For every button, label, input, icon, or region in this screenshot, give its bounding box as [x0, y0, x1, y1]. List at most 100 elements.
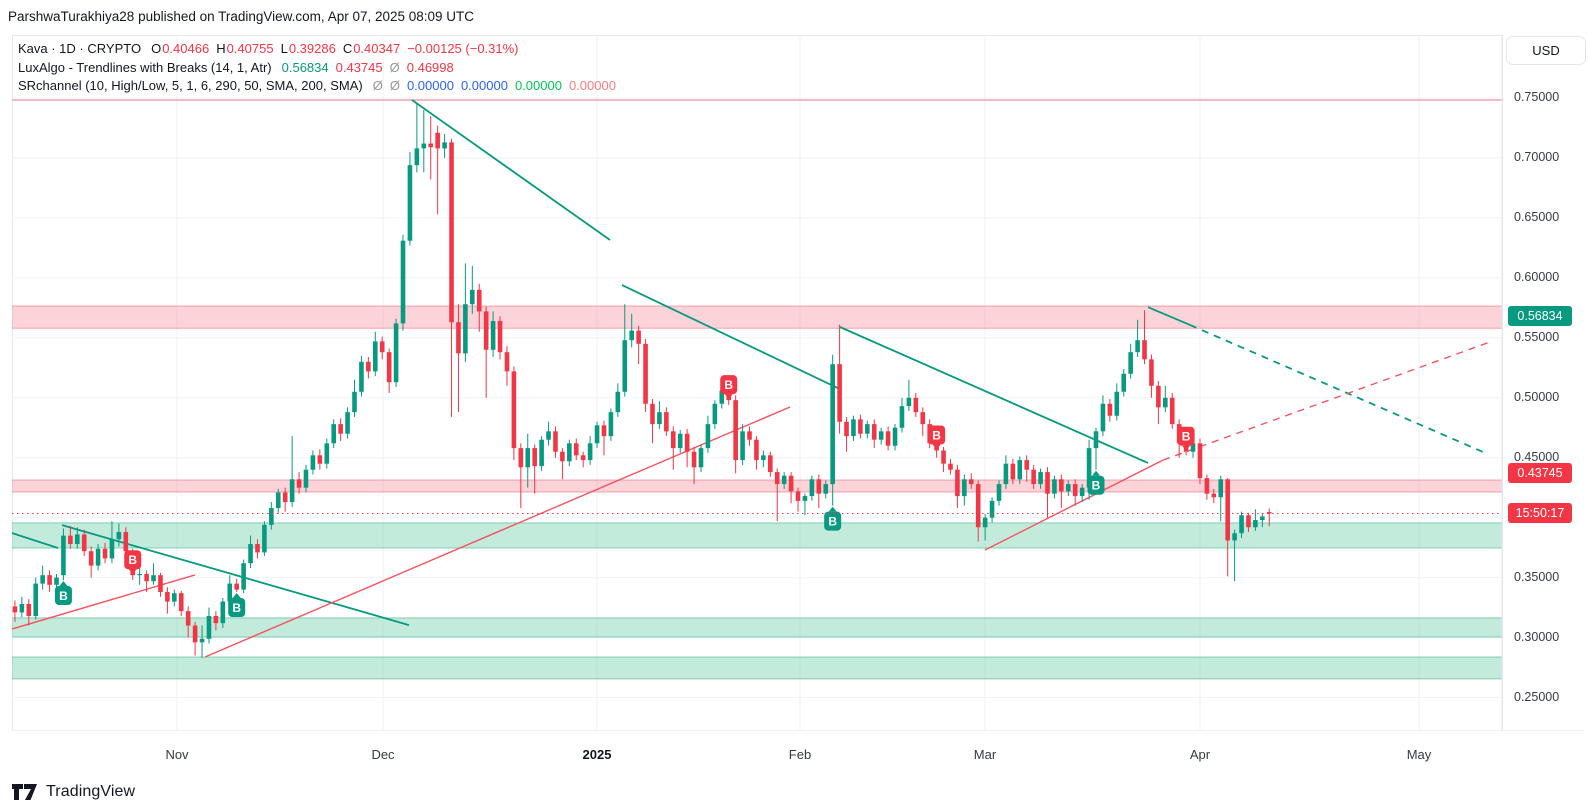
time-axis-label: Mar — [973, 747, 997, 762]
ohlc-letter: C — [342, 41, 353, 56]
candle-body — [747, 431, 752, 440]
candle-body — [310, 455, 316, 470]
candle-body — [213, 615, 219, 624]
sr-zone-support — [12, 522, 1502, 548]
candle-body — [539, 439, 544, 467]
indicator-title: SRchannel (10, High/Low, 5, 1, 6, 290, 5… — [18, 78, 363, 93]
candle-body — [81, 534, 87, 552]
candle-body — [844, 421, 849, 437]
candle-body — [580, 455, 586, 461]
candle-body — [144, 574, 149, 582]
candle-body — [768, 455, 773, 473]
break-badge-pointer — [932, 444, 941, 450]
ohlc-value: 0.39286 — [288, 41, 336, 56]
ohlc-letter: H — [216, 41, 226, 56]
candle-body — [636, 330, 641, 344]
candle-body — [1246, 515, 1251, 528]
legend-indicator-luxalgo[interactable]: LuxAlgo - Trendlines with Breaks (14, 1,… — [18, 59, 623, 78]
trendline-teal — [411, 99, 611, 241]
candle-body — [719, 390, 725, 404]
candle-body — [1197, 443, 1203, 479]
publish-info-text: ParshwaTurakhiya28 published on TradingV… — [8, 9, 475, 24]
candle-body — [871, 424, 877, 440]
price-tick-label: 0.55000 — [1514, 329, 1560, 344]
candle-body — [137, 574, 142, 576]
candle-body — [47, 575, 52, 585]
candle-body — [75, 534, 80, 545]
break-badge-letter: B — [128, 553, 137, 567]
candle-body — [823, 484, 829, 494]
candle-body — [955, 469, 960, 497]
candle-body — [892, 427, 898, 446]
chart-canvas[interactable]: B B B B B B B B — [12, 35, 1585, 771]
candle-body — [386, 352, 392, 383]
candle-body — [594, 425, 600, 444]
trendline-teal-dashed — [1189, 324, 1484, 453]
candle-body — [428, 143, 434, 148]
sr-zone-support — [12, 617, 1502, 637]
time-axis-label: Feb — [788, 747, 812, 762]
break-badge-pointer — [1092, 470, 1101, 476]
candle-body — [788, 475, 794, 492]
currency-toggle-button[interactable]: USD — [1506, 36, 1586, 65]
candle-body — [338, 424, 343, 434]
trendline-red — [984, 459, 1164, 551]
candle-body — [643, 343, 648, 404]
break-badge-letter: B — [59, 589, 68, 603]
candle-body — [220, 601, 226, 624]
candle-body — [1190, 443, 1196, 452]
legend-symbol-row[interactable]: Kava · 1D · CRYPTO O0.40466 H0.40755 L0.392… — [18, 40, 623, 59]
break-badge-letter: B — [932, 429, 941, 443]
candle-body — [525, 448, 531, 468]
price-tick-label: 0.75000 — [1514, 90, 1560, 104]
candle-body — [1232, 533, 1237, 541]
candle-body — [116, 532, 122, 540]
tradingview-branding[interactable]: TradingView — [12, 777, 135, 807]
candle-body — [192, 625, 198, 643]
price-axis[interactable]: 0.75000 0.70000 0.65000 0.60000 0.55000 0.500… — [1502, 35, 1585, 771]
time-axis-label: Nov — [165, 747, 189, 762]
candle-body — [1045, 472, 1050, 494]
candle-body — [1149, 359, 1154, 386]
candle-body — [95, 548, 101, 566]
candle-body — [968, 479, 974, 485]
time-axis-label: 2025 — [582, 747, 612, 762]
candle-body — [1100, 403, 1106, 432]
candle-body — [463, 304, 468, 354]
tradingview-logo-text: TradingView — [46, 783, 136, 800]
time-axis[interactable]: Nov Dec 2025 Feb Mar Apr May — [12, 730, 1584, 772]
candle-body — [657, 412, 662, 425]
legend-indicator-srchannel[interactable]: SRchannel (10, High/Low, 5, 1, 6, 290, 5… — [18, 77, 623, 96]
candle-body — [12, 606, 18, 613]
candle-body — [1065, 484, 1071, 492]
candle-body — [1114, 391, 1120, 416]
time-axis-label: Apr — [1189, 747, 1211, 762]
candle-body — [573, 443, 579, 456]
candle-body — [1107, 403, 1113, 416]
candle-body — [158, 575, 163, 592]
candle-body — [587, 443, 593, 461]
trendline-teal — [12, 532, 59, 549]
candle-body — [1010, 463, 1016, 480]
indicator-value: Ø — [372, 78, 383, 93]
break-badge-pointer — [1182, 445, 1191, 451]
candle-body — [712, 403, 718, 425]
candle-body — [1142, 340, 1147, 360]
price-tick-label: 0.35000 — [1514, 569, 1560, 584]
break-badge-pointer — [828, 506, 837, 512]
candle-body — [705, 424, 711, 449]
candle-body — [1052, 479, 1057, 494]
candle-body — [275, 492, 281, 509]
candle-body — [920, 412, 926, 425]
break-badge-down — [1177, 426, 1195, 446]
price-tick-label: 0.45000 — [1514, 449, 1560, 464]
candle-body — [518, 448, 524, 468]
candle-body — [1086, 448, 1092, 488]
candle-body — [1204, 478, 1210, 494]
break-badge-pointer — [59, 580, 68, 586]
trendline-red-dashed — [1162, 341, 1491, 461]
candle-body — [88, 551, 94, 566]
price-tick-label: 0.30000 — [1514, 629, 1560, 644]
candle-body — [567, 443, 572, 462]
candle-body — [1156, 385, 1161, 408]
